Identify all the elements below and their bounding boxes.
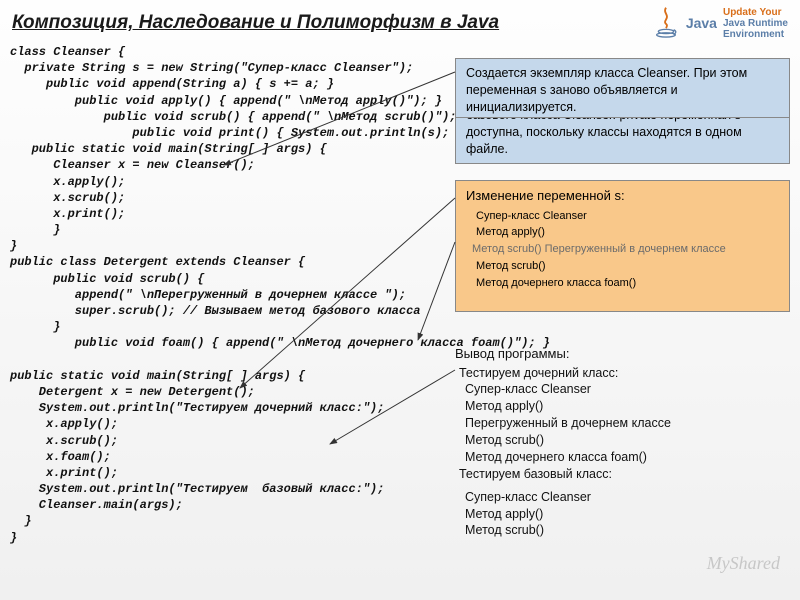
- output-line: Перегруженный в дочернем классе: [465, 415, 790, 432]
- logo-line1: Update Your: [723, 7, 788, 18]
- box3-line: Метод дочернего класса foam(): [476, 276, 779, 291]
- output-line: Метод дочернего класса foam(): [465, 449, 790, 466]
- box3-overlap: Метод scrub() Перегруженный в дочернем к…: [472, 242, 779, 257]
- box3-header: Изменение переменной s:: [466, 187, 779, 205]
- output-group2-title: Тестируем базовый класс:: [459, 466, 790, 483]
- output-line: Супер-класс Cleanser: [465, 489, 790, 506]
- java-logo: Java Update Your Java Runtime Environmen…: [652, 6, 788, 40]
- variable-change-box: Изменение переменной s: Супер-класс Clea…: [455, 180, 790, 312]
- logo-line2: Java Runtime: [723, 18, 788, 29]
- annotation-box-1: Создается экземпляр класса Cleanser. При…: [455, 58, 790, 118]
- box3-line: Метод scrub(): [476, 259, 779, 274]
- output-header: Вывод программы:: [455, 345, 790, 363]
- box3-line: Супер-класс Cleanser: [476, 209, 779, 224]
- java-cup-icon: [652, 6, 680, 40]
- output-line: Метод apply(): [465, 506, 790, 523]
- box3-line: Метод apply(): [476, 225, 779, 240]
- output-line: Метод apply(): [465, 398, 790, 415]
- program-output: Вывод программы: Тестируем дочерний клас…: [455, 345, 790, 539]
- page-title: Композиция, Наследование и Полиморфизм в…: [12, 12, 499, 34]
- logo-line3: Environment: [723, 29, 788, 40]
- output-group1-title: Тестируем дочерний класс:: [459, 365, 790, 382]
- watermark: MyShared: [707, 553, 780, 574]
- output-line: Метод scrub(): [465, 432, 790, 449]
- output-line: Супер-класс Cleanser: [465, 381, 790, 398]
- output-line: Метод scrub(): [465, 522, 790, 539]
- java-brand-text: Java: [686, 15, 717, 31]
